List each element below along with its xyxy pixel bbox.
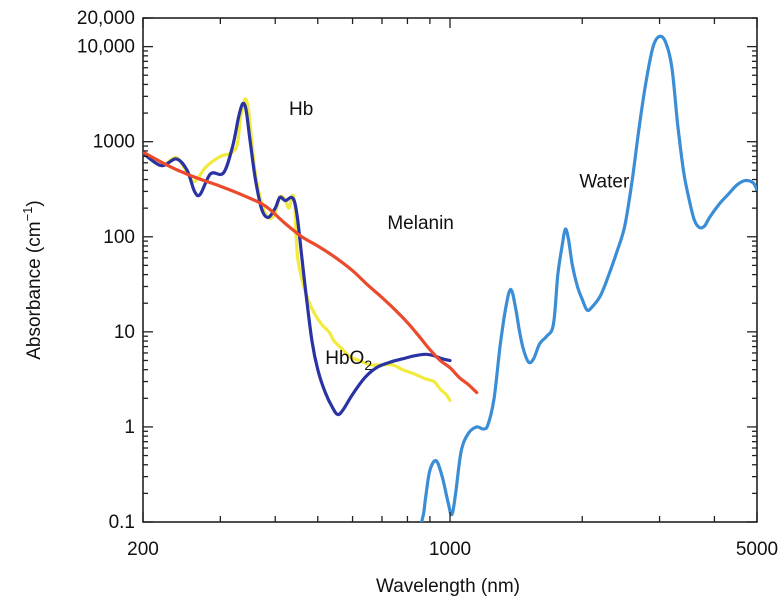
series-label-hb: Hb [289, 99, 313, 120]
x-tick-label: 5000 [736, 539, 778, 560]
series-line-melanin [143, 150, 479, 395]
x-axis-title: Wavelength (nm) [376, 576, 520, 597]
series-line-hbo2 [143, 101, 452, 417]
y-axis-title-base: Absorbance (cm [24, 221, 45, 359]
series-labels: Hb HbO2 Melanin Water [289, 99, 630, 373]
x-axis-ticks: 200 1000 5000 [127, 18, 778, 560]
y-tick-label: 1 [124, 417, 135, 438]
y-axis-title-sup: −1 [20, 207, 35, 222]
y-axis-ticks: 0.1 1 10 100 1000 10,000 20,000 [77, 8, 757, 533]
plot-frame [142, 17, 758, 523]
y-tick-label: 10,000 [77, 37, 135, 58]
y-axis-title-tail: ) [24, 200, 45, 206]
y-tick-label: 10 [114, 322, 135, 343]
series-label-hbo2: HbO2 [325, 348, 372, 373]
series-label-water: Water [579, 171, 630, 192]
series-line-hb [143, 97, 452, 402]
plot-area-border [142, 17, 758, 523]
y-axis-title: Absorbance (cm−1) [20, 200, 45, 360]
y-tick-label: 20,000 [77, 8, 135, 29]
x-tick-label: 200 [127, 539, 159, 560]
x-tick-label: 1000 [429, 539, 471, 560]
series-layer [143, 34, 757, 522]
y-tick-label: 1000 [93, 132, 135, 153]
series-line-water [419, 34, 757, 522]
y-tick-label: 100 [103, 227, 135, 248]
series-label-melanin: Melanin [387, 213, 454, 234]
y-tick-label: 0.1 [109, 512, 135, 533]
